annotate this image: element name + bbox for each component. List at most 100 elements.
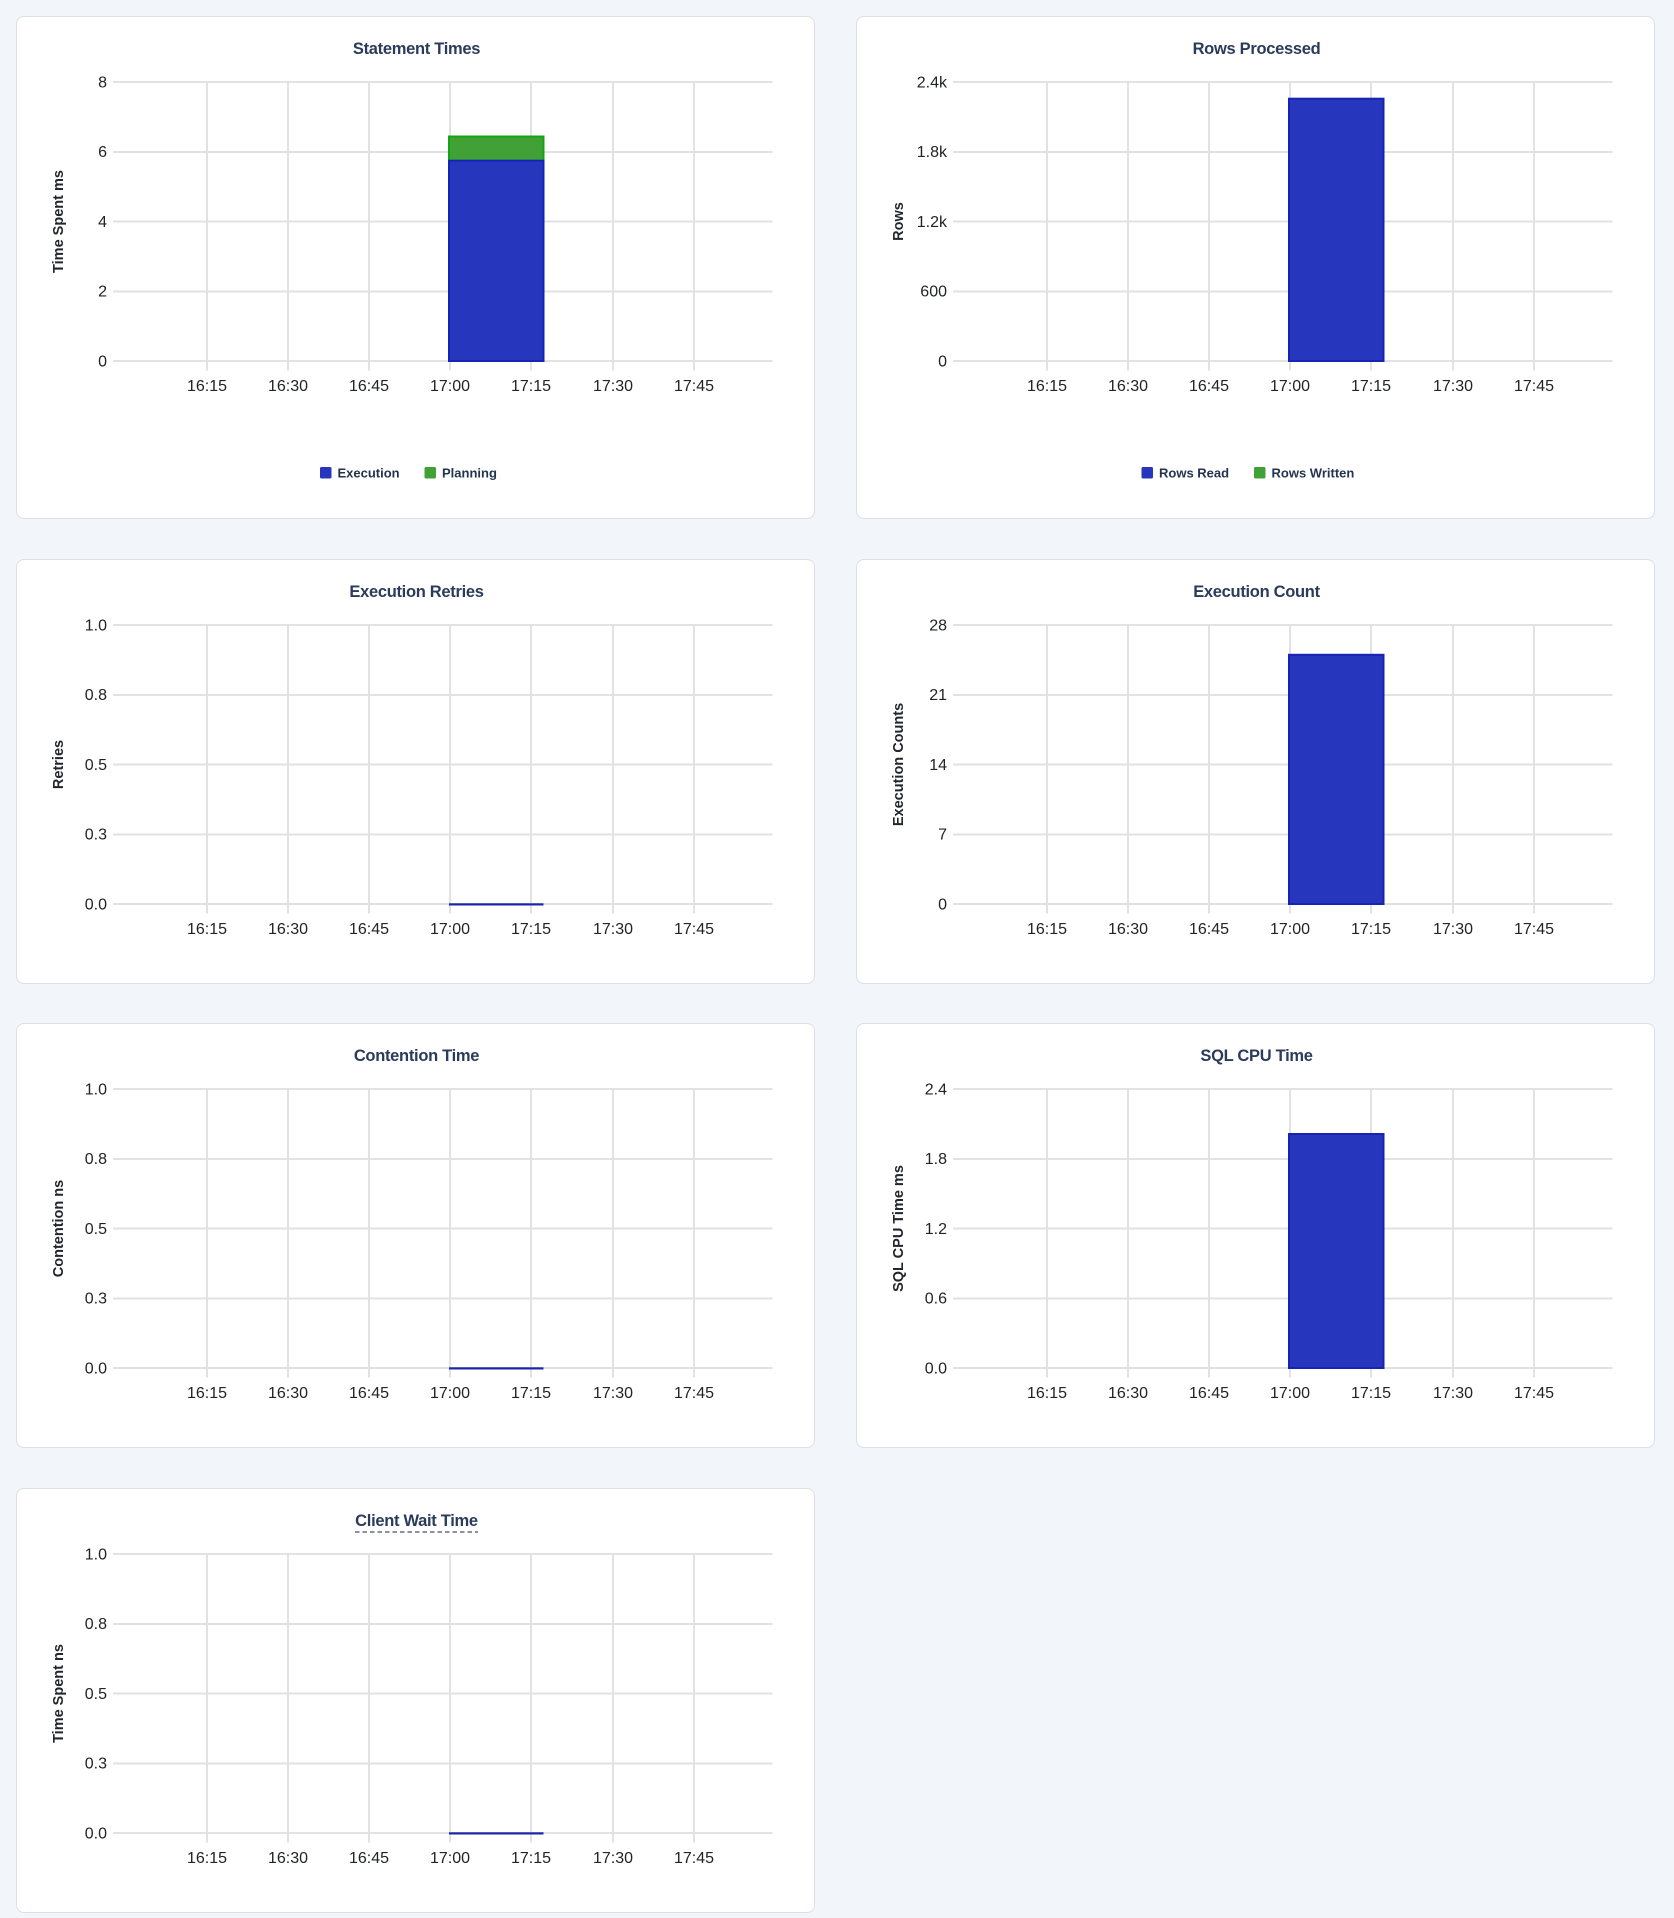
svg-text:16:30: 16:30 (1108, 921, 1148, 938)
svg-text:17:00: 17:00 (430, 1385, 470, 1402)
svg-text:0.5: 0.5 (85, 1686, 107, 1703)
svg-text:17:30: 17:30 (593, 921, 633, 938)
svg-text:0.0: 0.0 (85, 1825, 107, 1842)
svg-text:2.4k: 2.4k (917, 74, 948, 91)
svg-text:0.3: 0.3 (85, 1756, 107, 1773)
svg-text:28: 28 (929, 617, 947, 634)
svg-text:17:15: 17:15 (1351, 921, 1391, 938)
svg-text:16:45: 16:45 (1189, 378, 1229, 395)
svg-text:16:30: 16:30 (1108, 378, 1148, 395)
svg-text:Time Spent ms: Time Spent ms (51, 170, 67, 273)
svg-text:Retries: Retries (51, 740, 67, 789)
svg-text:17:00: 17:00 (430, 921, 470, 938)
svg-text:17:45: 17:45 (674, 921, 714, 938)
svg-text:16:30: 16:30 (268, 921, 308, 938)
svg-text:0.0: 0.0 (85, 896, 107, 913)
svg-text:17:15: 17:15 (511, 921, 551, 938)
svg-text:16:30: 16:30 (268, 378, 308, 395)
svg-text:16:15: 16:15 (187, 1850, 227, 1867)
svg-text:16:15: 16:15 (1027, 1385, 1067, 1402)
svg-text:8: 8 (98, 74, 107, 91)
svg-text:16:15: 16:15 (1027, 378, 1067, 395)
svg-text:Rows Processed: Rows Processed (1193, 40, 1321, 58)
svg-text:17:45: 17:45 (1514, 1385, 1554, 1402)
svg-text:17:00: 17:00 (1270, 921, 1310, 938)
svg-text:16:45: 16:45 (349, 921, 389, 938)
svg-text:0.0: 0.0 (85, 1360, 107, 1377)
svg-text:17:45: 17:45 (674, 1385, 714, 1402)
svg-text:SQL CPU Time ms: SQL CPU Time ms (891, 1165, 907, 1292)
svg-text:2: 2 (98, 284, 107, 301)
svg-text:1.2: 1.2 (925, 1221, 947, 1238)
svg-text:16:30: 16:30 (1108, 1385, 1148, 1402)
svg-text:0.8: 0.8 (85, 1151, 107, 1168)
svg-text:7: 7 (938, 827, 947, 844)
svg-text:1.8: 1.8 (925, 1151, 947, 1168)
svg-text:16:45: 16:45 (1189, 1385, 1229, 1402)
svg-text:0.8: 0.8 (85, 687, 107, 704)
svg-text:Contention Time: Contention Time (354, 1047, 479, 1065)
svg-text:0: 0 (98, 353, 107, 370)
svg-text:17:45: 17:45 (1514, 378, 1554, 395)
svg-text:17:30: 17:30 (1433, 1385, 1473, 1402)
svg-text:0.5: 0.5 (85, 757, 107, 774)
svg-text:0: 0 (938, 353, 947, 370)
svg-text:16:15: 16:15 (187, 1385, 227, 1402)
svg-text:17:00: 17:00 (1270, 1385, 1310, 1402)
svg-text:0.8: 0.8 (85, 1616, 107, 1633)
svg-text:Contention ns: Contention ns (51, 1180, 67, 1277)
svg-text:17:30: 17:30 (593, 1850, 633, 1867)
svg-text:17:00: 17:00 (430, 378, 470, 395)
svg-text:600: 600 (920, 284, 947, 301)
svg-text:0.3: 0.3 (85, 1291, 107, 1308)
svg-text:17:30: 17:30 (593, 378, 633, 395)
svg-text:0.6: 0.6 (925, 1291, 947, 1308)
svg-text:Planning: Planning (442, 466, 497, 481)
svg-text:17:45: 17:45 (1514, 921, 1554, 938)
svg-text:17:30: 17:30 (1433, 378, 1473, 395)
svg-text:17:15: 17:15 (1351, 378, 1391, 395)
svg-text:Rows Read: Rows Read (1159, 466, 1229, 481)
svg-text:17:15: 17:15 (511, 1850, 551, 1867)
svg-text:14: 14 (929, 757, 947, 774)
svg-text:16:30: 16:30 (268, 1850, 308, 1867)
svg-text:4: 4 (98, 214, 107, 231)
svg-text:17:45: 17:45 (674, 1850, 714, 1867)
svg-text:Statement Times: Statement Times (353, 40, 480, 58)
svg-text:16:15: 16:15 (187, 378, 227, 395)
svg-text:17:45: 17:45 (674, 378, 714, 395)
svg-text:17:15: 17:15 (511, 378, 551, 395)
svg-text:Rows: Rows (891, 202, 907, 241)
svg-text:1.2k: 1.2k (917, 214, 948, 231)
svg-text:17:00: 17:00 (430, 1850, 470, 1867)
svg-text:17:15: 17:15 (1351, 1385, 1391, 1402)
svg-text:Execution Counts: Execution Counts (891, 703, 907, 826)
svg-text:Execution Retries: Execution Retries (349, 583, 483, 601)
svg-text:Execution Count: Execution Count (1193, 583, 1320, 601)
svg-text:2.4: 2.4 (925, 1081, 947, 1098)
svg-text:17:30: 17:30 (593, 1385, 633, 1402)
svg-text:16:45: 16:45 (349, 378, 389, 395)
svg-text:16:30: 16:30 (268, 1385, 308, 1402)
svg-text:1.8k: 1.8k (917, 144, 948, 161)
svg-text:1.0: 1.0 (85, 1546, 107, 1563)
svg-text:Client Wait Time: Client Wait Time (355, 1512, 478, 1530)
svg-text:21: 21 (929, 687, 947, 704)
svg-text:0.5: 0.5 (85, 1221, 107, 1238)
svg-text:0.0: 0.0 (925, 1360, 947, 1377)
svg-text:16:15: 16:15 (187, 921, 227, 938)
svg-text:17:15: 17:15 (511, 1385, 551, 1402)
svg-text:6: 6 (98, 144, 107, 161)
svg-text:1.0: 1.0 (85, 1081, 107, 1098)
svg-text:17:00: 17:00 (1270, 378, 1310, 395)
svg-text:16:15: 16:15 (1027, 921, 1067, 938)
svg-text:16:45: 16:45 (1189, 921, 1229, 938)
svg-text:0: 0 (938, 896, 947, 913)
svg-text:0.3: 0.3 (85, 827, 107, 844)
svg-text:16:45: 16:45 (349, 1850, 389, 1867)
svg-text:SQL CPU Time: SQL CPU Time (1200, 1047, 1312, 1065)
svg-text:16:45: 16:45 (349, 1385, 389, 1402)
svg-text:Time Spent ns: Time Spent ns (51, 1644, 67, 1743)
svg-text:Execution: Execution (338, 466, 400, 481)
svg-text:Rows Written: Rows Written (1272, 466, 1355, 481)
